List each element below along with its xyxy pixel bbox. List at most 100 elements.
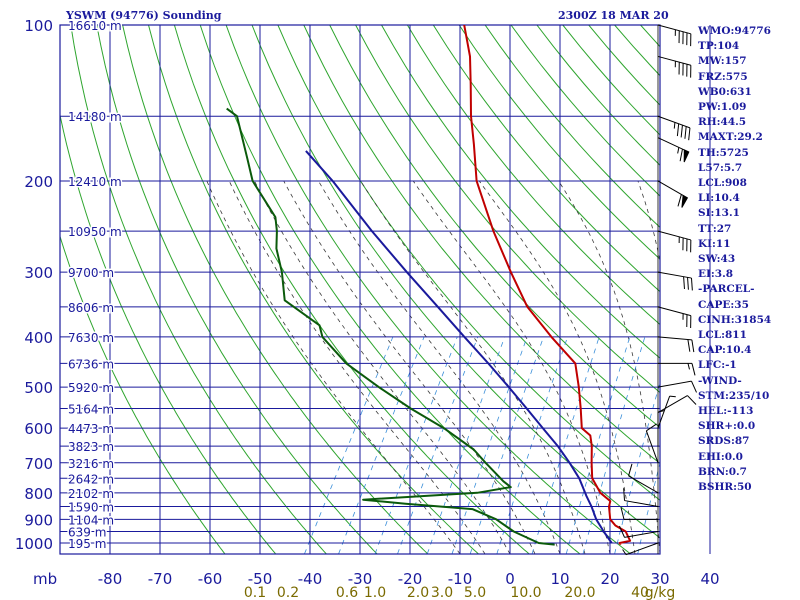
dry-adiabat-line: [148, 25, 479, 554]
sounding-index-item: L57:5.7: [698, 161, 743, 174]
sounding-index-item: TT:27: [698, 222, 732, 235]
temperature-tick-label: -80: [98, 570, 123, 588]
height-label: 6736 m: [68, 357, 114, 371]
mixing-ratio-label: 0.1: [244, 585, 266, 600]
height-label: 10950 m: [68, 225, 122, 239]
sounding-index-item: WB0:631: [698, 85, 752, 98]
wind-barb: [622, 542, 659, 556]
sounding-index-item: TH:5725: [698, 146, 749, 159]
wind-barb: [657, 55, 692, 78]
temperature-tick-label: -20: [398, 570, 423, 588]
temperature-tick-label: 20: [600, 570, 619, 588]
height-label: 7630 m: [68, 331, 114, 345]
dry-adiabat-line: [251, 25, 660, 539]
moist-adiabat-line: [228, 180, 486, 554]
wind-barb: [657, 336, 695, 353]
sounding-index-item: RH:44.5: [698, 116, 747, 129]
wind-barb: [657, 271, 693, 291]
plot-frame: [59, 24, 661, 555]
temperature-tick-label: -30: [348, 570, 373, 588]
sounding-index-item: SHR+:0.0: [698, 420, 756, 433]
wind-barb: [657, 24, 692, 47]
dry-adiabat-line: [225, 25, 631, 554]
wind-barb: [628, 463, 659, 494]
pressure-tick-label: 100: [24, 17, 53, 35]
mixing-ratio-label: 40: [631, 585, 649, 600]
height-label: 12410 m: [68, 175, 122, 189]
wind-barb: [657, 115, 691, 141]
sounding-index-item: -WIND-: [698, 374, 742, 387]
wind-barb: [657, 380, 697, 393]
mixing-ratio-line: [338, 336, 425, 554]
temperature-tick-label: -50: [248, 570, 273, 588]
sounding-index-item: CINH:31854: [698, 313, 772, 326]
chart-title: YSWM (94776) Sounding: [66, 9, 222, 22]
mixing-ratio-line: [426, 336, 506, 554]
wind-barb: [657, 137, 690, 163]
pressure-tick-label: 800: [24, 485, 53, 503]
sounding-series: [226, 25, 632, 546]
height-label: 3216 m: [68, 457, 114, 471]
temperature-tick-label: -10: [448, 570, 473, 588]
height-label: 9700 m: [68, 266, 114, 280]
wind-barb: [619, 525, 659, 538]
moist-adiabat-line: [360, 180, 586, 554]
temperature-tick-label: 40: [700, 570, 719, 588]
temperature-tick-label: 0: [505, 570, 515, 588]
pressure-tick-label: 300: [24, 264, 53, 282]
height-label: 3823 m: [68, 440, 114, 454]
dry-adiabat-line: [199, 25, 581, 554]
mixing-ratio-label: 10.0: [510, 585, 541, 600]
mixing-ratio-line: [374, 336, 458, 554]
mixing-ratio-line: [496, 336, 568, 554]
sounding-index-item: FRZ:575: [698, 70, 748, 83]
sounding-index-item: WMO:94776: [698, 25, 771, 37]
height-label: 2102 m: [68, 487, 114, 501]
dry-adiabat-line: [60, 112, 277, 554]
dewpoint-profile: [226, 107, 555, 546]
moist-adiabat-line: [206, 180, 461, 554]
height-label: 5164 m: [68, 403, 114, 417]
temperature-tick-label: 30: [650, 570, 669, 588]
moist-adiabat-line: [412, 180, 611, 554]
dry-adiabat-line: [432, 25, 660, 293]
dry-adiabat-line: [122, 25, 429, 554]
height-label: 2642 m: [68, 472, 114, 486]
wind-barb: [657, 180, 689, 208]
dry-adiabat-line: [406, 25, 660, 326]
dry-adiabat-line: [303, 25, 660, 465]
wind-barbs: [619, 24, 697, 556]
mixing-ratio-line: [614, 381, 660, 554]
sounding-index-item: CAP:10.4: [698, 344, 752, 357]
temperature-tick-label: -60: [198, 570, 223, 588]
sounding-index-item: STM:235/10: [698, 389, 770, 402]
temperature-tick-label: -40: [298, 570, 323, 588]
sounding-index-item: LCL:908: [698, 177, 747, 190]
sounding-index-item: HEL:-113: [698, 405, 754, 418]
dry-adiabat-line: [70, 25, 327, 554]
mixing-ratio-line: [469, 336, 544, 554]
pressure-tick-label: 1000: [15, 535, 53, 553]
wind-barb: [657, 230, 692, 253]
pressure-tick-label: 200: [24, 173, 53, 191]
parcel-profile: [305, 150, 613, 544]
dry-adiabat-line: [96, 25, 378, 554]
wind-barb: [657, 306, 692, 329]
mixing-ratio-label: 2.0: [407, 585, 429, 600]
mixing-ratio-line: [637, 461, 660, 554]
height-label: 1104 m: [68, 513, 114, 527]
temperature-tick-label: 10: [550, 570, 569, 588]
wind-barb: [657, 395, 676, 429]
temperature-profile: [463, 25, 632, 546]
mixing-ratio-label: g/kg: [645, 585, 676, 600]
sounding-index-item: MAXT:29.2: [698, 131, 763, 144]
wind-barb: [620, 507, 658, 520]
mixing-ratio-line: [397, 336, 479, 554]
dry-adiabat-line: [173, 25, 530, 554]
pressure-tick-label: 500: [24, 379, 53, 397]
height-label: 4473 m: [68, 422, 114, 436]
mixing-ratio-line: [531, 336, 600, 554]
dry-adiabat-line: [277, 25, 660, 501]
wind-barb: [657, 395, 697, 414]
